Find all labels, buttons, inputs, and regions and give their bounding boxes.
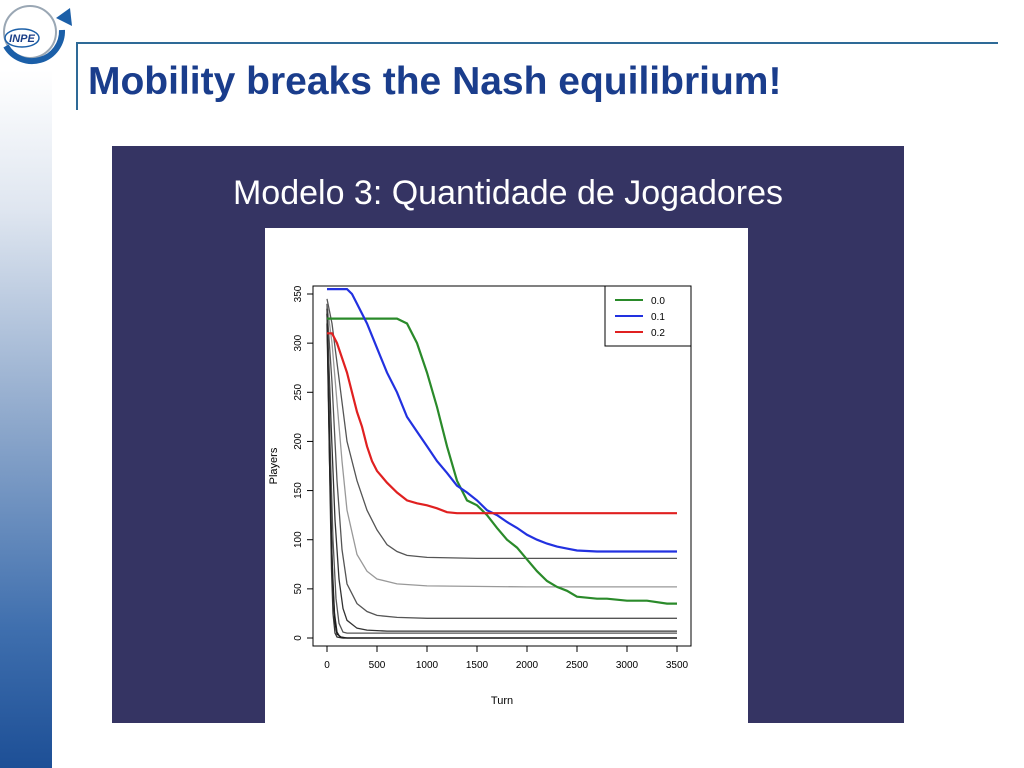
side-gradient-bar	[0, 70, 52, 768]
x-tick-label-1: 500	[369, 660, 386, 671]
x-tick-label-2: 1000	[416, 660, 439, 671]
y-tick-label-3: 150	[293, 482, 304, 499]
y-tick-label-5: 250	[293, 384, 304, 401]
y-tick-label-7: 350	[293, 285, 304, 302]
top-divider	[78, 42, 998, 44]
legend-label-0.1: 0.1	[651, 312, 665, 323]
y-tick-label-1: 50	[293, 583, 304, 595]
x-tick-label-4: 2000	[516, 660, 539, 671]
legend-label-0.2: 0.2	[651, 328, 665, 339]
inpe-logo: INPE	[0, 0, 90, 70]
y-axis-label: Players	[268, 447, 280, 484]
legend-label-0.0: 0.0	[651, 296, 665, 307]
plot-frame	[312, 285, 692, 647]
series-line-0.1	[327, 288, 677, 553]
x-tick-label-6: 3000	[616, 660, 639, 671]
x-tick-label-0: 0	[324, 660, 330, 671]
plot-panel: 0 500 1000 1500 2000 2500 3000 3500 0 50 100 150 200…	[265, 228, 748, 755]
svg-text:INPE: INPE	[9, 33, 35, 45]
figure-panel: Modelo 3: Quantidade de Jogadores 0 500 10…	[112, 146, 904, 755]
gray-series-line-2	[326, 308, 677, 619]
gray-series-line-7	[326, 323, 677, 639]
y-tick-label-4: 200	[293, 433, 304, 450]
x-axis-label: Turn	[491, 695, 513, 707]
y-tick-label-0: 0	[293, 635, 304, 641]
title-accent-bar	[76, 42, 78, 110]
gray-series-line-4	[326, 303, 677, 634]
series-line-0.2	[327, 332, 677, 515]
y-tick-label-6: 300	[293, 334, 304, 351]
gray-series-line-0	[326, 298, 677, 560]
series-line-0.0	[327, 317, 677, 605]
x-tick-label-3: 1500	[466, 660, 489, 671]
x-tick-label-5: 2500	[566, 660, 589, 671]
gray-series-line-5	[326, 313, 677, 639]
y-tick-label-2: 100	[293, 531, 304, 548]
page-title: Mobility breaks the Nash equilibrium!	[88, 60, 782, 103]
chart-title: Modelo 3: Quantidade de Jogadores	[232, 174, 784, 212]
x-tick-label-7: 3500	[666, 660, 689, 671]
gray-series-line-1	[326, 303, 677, 588]
line-chart: 0 500 1000 1500 2000 2500 3000 3500 0 50 100 150 200…	[268, 285, 692, 707]
gray-series-line-3	[326, 313, 677, 632]
